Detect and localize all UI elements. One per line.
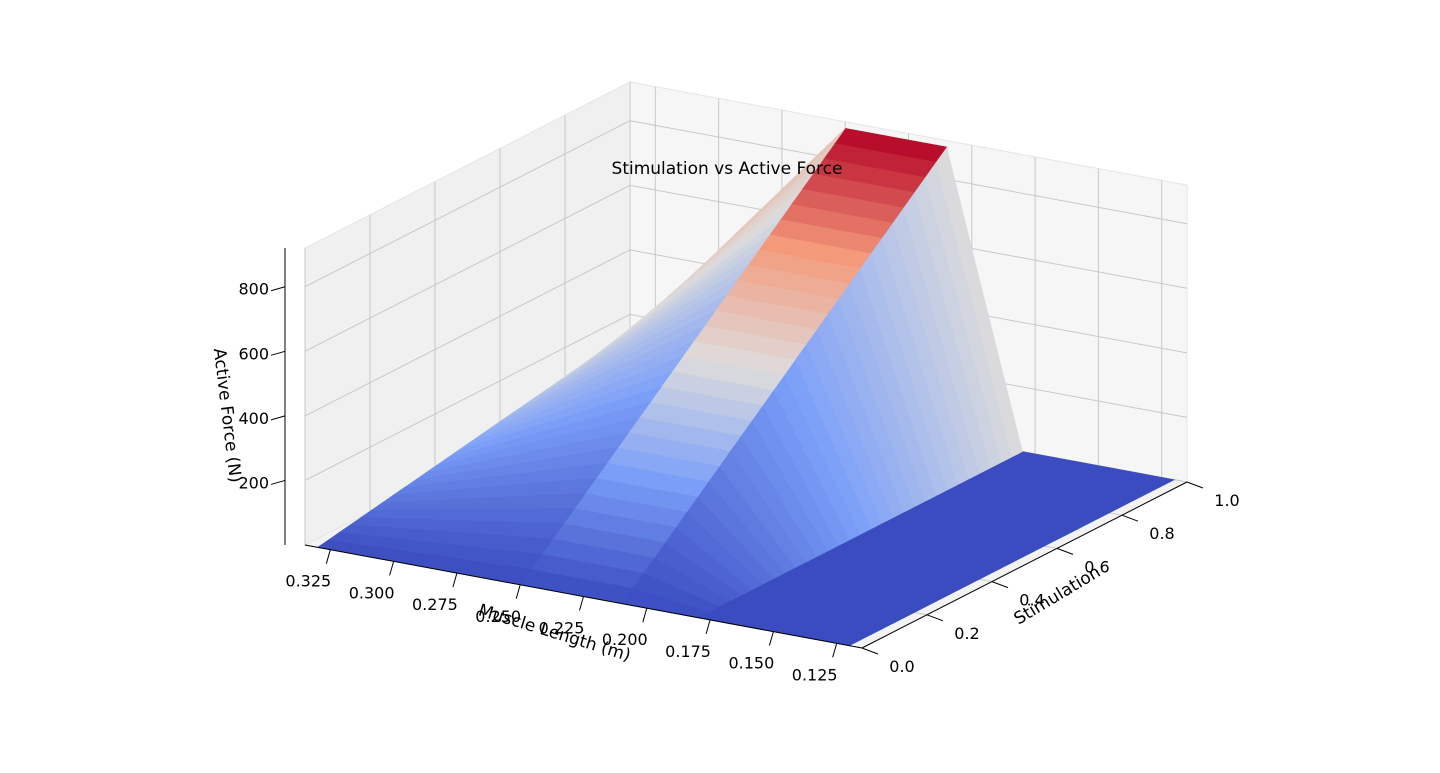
x-tick [515,584,521,599]
x-tick [325,549,331,564]
axes: 0.325 0.300 0.275 0.250 0.225 0.200 0.175 0.150… [238,248,1240,684]
x-tick [579,596,584,611]
z-tick-label: 200 [238,473,269,492]
z-tick [270,286,286,292]
z-gridline [304,120,1188,288]
z-gridline [304,249,1188,417]
x-tick [452,572,458,588]
y-tick-label: 0.6 [1084,557,1109,576]
x-tick [642,608,648,623]
x-tick-label: 0.300 [349,583,395,602]
x-tick-label: 0.150 [728,654,774,673]
x-tick-label: 0.250 [475,607,521,626]
y-tick-label: 1.0 [1214,491,1239,510]
y-tick [1121,514,1139,522]
surface-mesh [316,127,1176,647]
z-tick-label: 800 [238,280,269,299]
x-tick [705,619,711,635]
y-tick-label: 0.4 [1019,591,1044,610]
y-tick [991,581,1009,589]
y-tick [1056,547,1074,555]
x-tick-label: 0.275 [412,595,458,614]
z-tick [270,479,286,485]
z-gridline [304,184,1188,352]
y-tick-label: 0.0 [889,657,914,676]
x-tick [832,643,838,658]
x-tick-label: 0.225 [539,619,585,638]
y-axis-line [861,481,1188,649]
z-tick [270,415,286,421]
x-tick [768,631,774,646]
x-tick-label: 0.125 [792,665,838,684]
z-tick-label: 400 [238,409,269,428]
x-tick [389,561,395,576]
y-tick [926,614,944,622]
z-tick [270,350,286,356]
x-tick-label: 0.200 [602,630,648,649]
y-tick-label: 0.8 [1149,524,1174,543]
x-tick-label: 0.325 [285,572,331,591]
chart-title: Stimulation vs Active Force [612,159,843,179]
y-tick [1186,481,1204,489]
y-tick [861,647,879,655]
x-tick-label: 0.175 [665,642,711,661]
y-tick-label: 0.2 [954,624,979,643]
z-tick-label: 600 [238,344,269,363]
